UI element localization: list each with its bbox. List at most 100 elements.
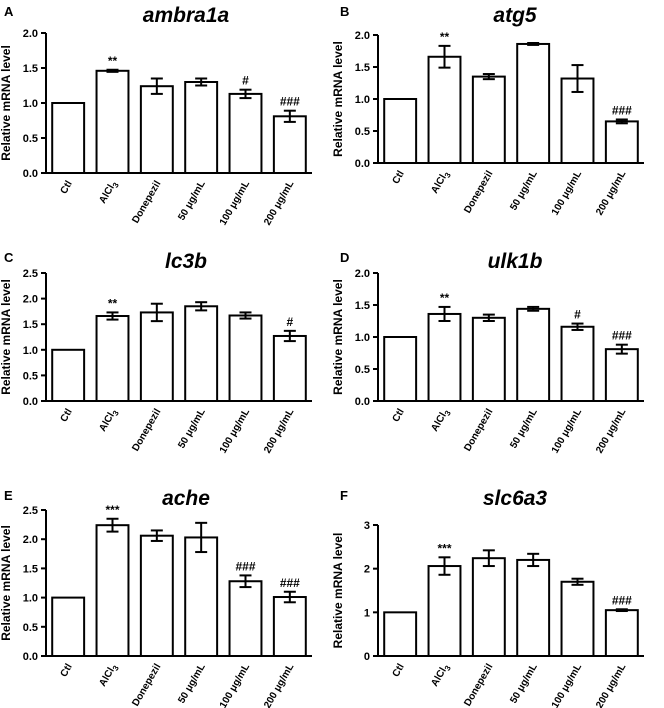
bar [184, 81, 219, 174]
x-tick-label: 100 μg/mL [550, 407, 584, 455]
x-tick-label: Donepezil [462, 662, 495, 708]
chart-title: ache [162, 487, 210, 510]
significance-label: ** [108, 296, 118, 310]
significance-label: # [242, 74, 249, 88]
bar [604, 609, 639, 658]
bar [139, 85, 174, 174]
x-tick-label: 50 μg/mL [508, 662, 539, 706]
y-tick-label: 1.5 [23, 319, 38, 331]
significance-label: ** [440, 30, 450, 44]
x-tick-label: Donepezil [130, 179, 163, 226]
bar [383, 336, 418, 402]
bar [471, 557, 506, 657]
y-axis-label: Relative mRNA level [0, 279, 13, 395]
x-tick-label: Donepezil [130, 662, 163, 708]
y-tick-label: 2.0 [355, 30, 370, 42]
bar [272, 115, 307, 175]
bar [560, 325, 595, 403]
y-tick-label: 0.5 [355, 126, 370, 138]
x-tick-label: Ctl [59, 407, 75, 424]
x-tick-label: Donepezil [462, 169, 495, 216]
y-tick-label: 2.5 [23, 505, 38, 517]
bar [51, 348, 86, 402]
bar [51, 596, 86, 657]
y-tick-label: 2.0 [355, 268, 370, 280]
bar [184, 536, 219, 657]
bar [427, 565, 462, 658]
significance-label: ### [235, 559, 255, 573]
bar [272, 596, 307, 657]
significance-label: # [286, 315, 293, 329]
significance-label: *** [105, 503, 119, 517]
chart-title: slc6a3 [483, 487, 548, 510]
y-tick-label: 3 [364, 520, 370, 532]
bar [516, 42, 551, 164]
y-tick-label: 1.0 [23, 98, 38, 110]
y-tick-label: 0.5 [23, 370, 38, 382]
x-tick-label: 200 μg/mL [594, 407, 628, 455]
x-tick-label: 50 μg/mL [508, 169, 539, 213]
x-tick-label: AlCl3 [97, 662, 121, 690]
significance-label: *** [437, 541, 451, 555]
significance-label: # [574, 308, 581, 322]
bar [427, 312, 462, 402]
bar [95, 524, 130, 658]
chart-title: lc3b [165, 250, 207, 273]
panel-letter: E [4, 488, 13, 503]
significance-label: ### [280, 576, 300, 590]
bar [51, 102, 86, 174]
chart-title: ambra1a [143, 4, 230, 27]
x-tick-label: 200 μg/mL [262, 179, 296, 227]
y-tick-label: 0.5 [355, 364, 370, 376]
y-tick-label: 1.0 [355, 94, 370, 106]
y-tick-label: 2 [364, 564, 370, 576]
y-tick-label: 0.0 [23, 168, 38, 180]
significance-label: ### [612, 103, 632, 117]
x-tick-label: 50 μg/mL [176, 662, 207, 706]
y-tick-label: 1.0 [23, 345, 38, 357]
x-tick-label: 50 μg/mL [508, 407, 539, 451]
x-tick-label: AlCl3 [97, 407, 121, 435]
bar [427, 55, 462, 164]
y-axis-label: Relative mRNA level [0, 525, 13, 641]
significance-label: ### [612, 593, 632, 607]
y-axis-label: Relative mRNA level [331, 41, 345, 157]
x-tick-label: 100 μg/mL [218, 179, 252, 227]
x-tick-label: Ctl [391, 407, 407, 424]
y-axis-label: Relative mRNA level [331, 279, 345, 395]
bar [95, 69, 130, 174]
y-tick-label: 2.0 [23, 28, 38, 40]
y-tick-label: 0 [364, 651, 370, 663]
y-axis-label: Relative mRNA level [331, 533, 345, 649]
bar [228, 580, 263, 657]
significance-label: ** [440, 291, 450, 305]
y-tick-label: 0.0 [355, 158, 370, 170]
y-tick-label: 0.5 [23, 622, 38, 634]
y-tick-label: 1.5 [355, 62, 370, 74]
x-tick-label: 200 μg/mL [262, 662, 296, 708]
significance-label: ** [108, 54, 118, 68]
bar [383, 611, 418, 657]
x-tick-label: Donepezil [462, 407, 495, 454]
x-tick-label: 100 μg/mL [218, 407, 252, 455]
y-tick-label: 2.0 [23, 294, 38, 306]
bar [95, 315, 130, 402]
x-tick-label: AlCl3 [429, 169, 453, 197]
bar [383, 98, 418, 164]
x-tick-label: 50 μg/mL [176, 407, 207, 451]
significance-label: ### [280, 95, 300, 109]
y-tick-label: 0.0 [23, 396, 38, 408]
y-tick-label: 0.5 [23, 133, 38, 145]
x-tick-label: 100 μg/mL [218, 662, 252, 708]
y-tick-label: 1.5 [23, 63, 38, 75]
x-tick-label: 50 μg/mL [176, 179, 207, 223]
significance-label: ### [612, 329, 632, 343]
x-tick-label: 100 μg/mL [550, 662, 584, 708]
y-tick-label: 0.0 [23, 651, 38, 663]
